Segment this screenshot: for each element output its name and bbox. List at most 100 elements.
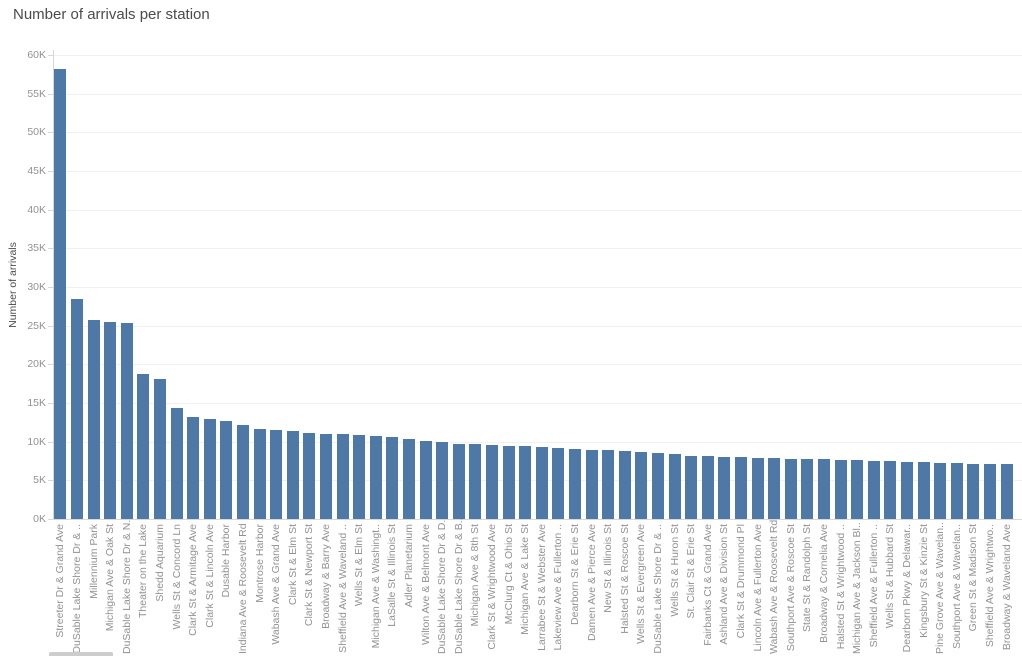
bar[interactable]	[104, 321, 117, 519]
x-axis-label: Wabash Ave & Roosevelt Rd	[768, 519, 781, 654]
bar[interactable]	[170, 407, 183, 519]
bar[interactable]	[552, 447, 565, 519]
bar[interactable]	[386, 437, 399, 519]
bar[interactable]	[469, 444, 482, 519]
gridline	[54, 171, 1022, 172]
bar[interactable]	[851, 460, 864, 519]
bar[interactable]	[71, 299, 83, 519]
y-axis-tick-label: 0K	[33, 513, 46, 525]
bar[interactable]	[187, 416, 200, 519]
bar[interactable]	[419, 440, 432, 519]
x-axis-label: Wilton Ave & Belmont Ave	[419, 524, 432, 646]
bar[interactable]	[535, 447, 548, 519]
bar[interactable]	[253, 429, 266, 519]
bar[interactable]	[120, 323, 133, 519]
x-axis-label: St. Clair St & Erie St	[685, 524, 698, 619]
bar[interactable]	[237, 425, 249, 519]
bar[interactable]	[967, 463, 980, 519]
bar[interactable]	[735, 457, 747, 519]
y-axis-tick-label: 55K	[27, 87, 46, 100]
bar[interactable]	[950, 462, 963, 519]
bar[interactable]	[486, 444, 498, 519]
bar[interactable]	[303, 433, 316, 519]
bar[interactable]	[668, 454, 681, 519]
bar[interactable]	[87, 320, 100, 519]
bar[interactable]	[784, 458, 797, 519]
gridline	[54, 248, 1022, 250]
bar[interactable]	[751, 457, 764, 519]
x-axis-label: Lakeview Ave & Fullerton ..	[552, 524, 565, 651]
bar[interactable]	[901, 461, 913, 519]
bar[interactable]	[801, 459, 814, 519]
bar[interactable]	[220, 420, 233, 519]
y-axis-tick-label: 50K	[27, 126, 46, 139]
bar[interactable]	[618, 450, 631, 519]
x-axis-label: Dearborn Pkwy & Delawar..	[901, 524, 913, 653]
x-axis-label: Sheffield Ave & Wrightwo..	[984, 524, 996, 648]
bar[interactable]	[270, 430, 283, 519]
y-axis-tick	[48, 93, 53, 95]
bar[interactable]	[320, 433, 332, 519]
y-axis-tick-label: 15K	[27, 397, 46, 409]
y-axis-tick	[48, 209, 53, 211]
x-axis-label: Southport Ave & Roscoe St	[784, 524, 797, 652]
bar[interactable]	[984, 464, 996, 519]
y-axis-tick-label: 45K	[27, 165, 46, 177]
bar[interactable]	[369, 436, 382, 519]
y-axis-tick-label: 5K	[33, 474, 46, 487]
x-axis-label: Ashland Ave & Division St	[718, 524, 731, 645]
bar[interactable]	[154, 379, 166, 519]
bar[interactable]	[685, 455, 698, 519]
y-axis-tick	[48, 248, 53, 250]
x-axis-label: Sheffield Ave & Waveland ..	[336, 524, 349, 653]
x-axis-label: Pine Grove Ave & Wavelan..	[934, 522, 947, 654]
horizontal-scrollbar-thumb[interactable]	[49, 652, 113, 656]
bar[interactable]	[519, 446, 532, 519]
x-axis-label: Clark St & Newport St	[303, 524, 316, 627]
y-axis-tick	[48, 403, 53, 404]
x-axis-label: Larrabee St & Webster Ave	[535, 524, 548, 651]
bar[interactable]	[585, 449, 598, 519]
bar[interactable]	[884, 461, 897, 519]
x-axis-label: Fairbanks Ct & Grand Ave	[701, 524, 714, 646]
bar[interactable]	[652, 452, 664, 519]
bar[interactable]	[768, 457, 781, 519]
x-axis-label: Wells St & Evergreen Ave	[635, 524, 648, 644]
bar[interactable]	[718, 456, 731, 519]
x-axis-label: Broadway & Waveland Ave	[1000, 524, 1013, 651]
gridline	[54, 325, 1022, 327]
bar[interactable]	[286, 430, 299, 519]
bar[interactable]	[137, 374, 150, 519]
x-axis-label: Green St & Madison St	[967, 524, 980, 632]
bar[interactable]	[436, 442, 449, 519]
y-axis-tick	[48, 55, 53, 56]
bar[interactable]	[452, 443, 465, 519]
bar[interactable]	[867, 461, 880, 519]
bar[interactable]	[917, 462, 930, 519]
x-axis-label: Clark St & Lincoln Ave	[203, 524, 216, 628]
x-axis-label: Wells St & Huron St	[668, 524, 681, 617]
x-axis-label: Southport Ave & Wavelan..	[950, 524, 963, 649]
x-axis-label: Halsted St & Wrightwood ..	[834, 524, 847, 650]
y-axis-tick	[48, 364, 53, 366]
chart-title: Number of arrivals per station	[13, 6, 210, 23]
x-axis-label: Wabash Ave & Grand Ave	[270, 524, 283, 645]
bar[interactable]	[203, 419, 216, 519]
bar[interactable]	[336, 433, 349, 519]
bar[interactable]	[701, 456, 714, 519]
bar[interactable]	[353, 434, 366, 519]
gridline	[54, 55, 1022, 56]
bar[interactable]	[403, 439, 415, 519]
bar[interactable]	[569, 448, 581, 519]
gridline	[54, 209, 1022, 211]
bar[interactable]	[502, 445, 515, 519]
bar[interactable]	[818, 459, 830, 519]
bar[interactable]	[602, 450, 615, 519]
bar[interactable]	[54, 68, 67, 519]
bar[interactable]	[934, 462, 947, 519]
bar[interactable]	[1000, 464, 1013, 519]
bar[interactable]	[834, 459, 847, 519]
gridline	[54, 364, 1022, 366]
bar[interactable]	[635, 451, 648, 519]
y-axis-tick-label: 25K	[27, 319, 46, 332]
